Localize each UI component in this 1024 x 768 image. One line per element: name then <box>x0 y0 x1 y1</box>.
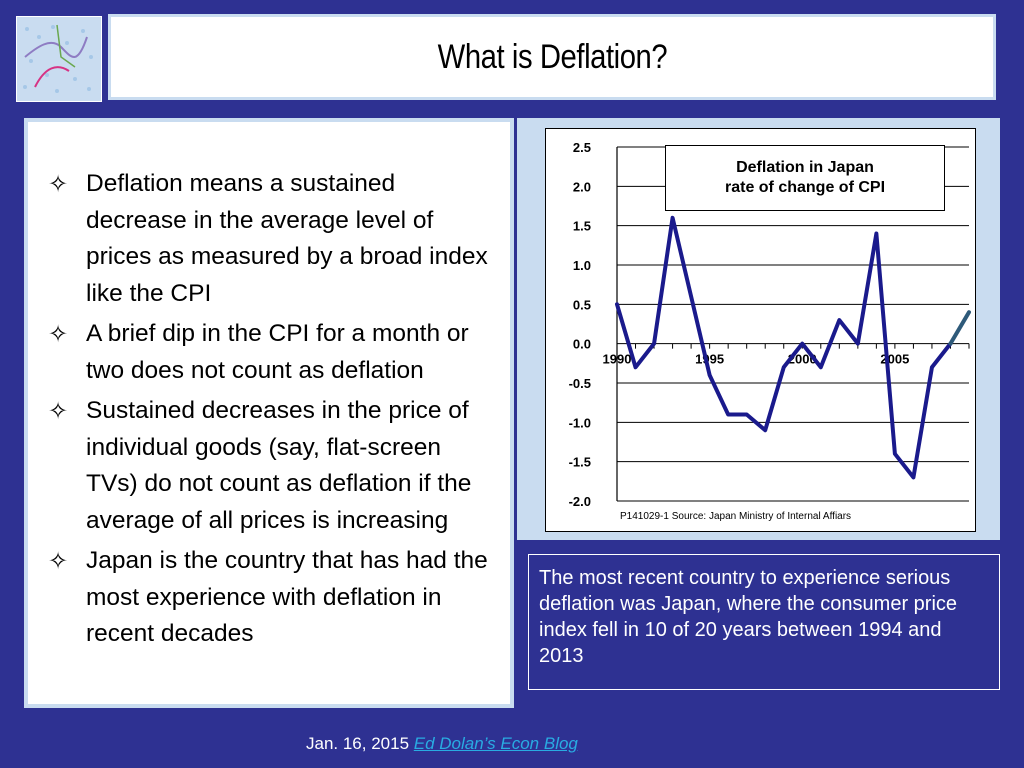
title-box: What is Deflation? <box>108 14 996 100</box>
chart-title-line2: rate of change of CPI <box>724 179 886 196</box>
bullet-star-icon: ✧ <box>48 397 69 425</box>
y-tick-label: 2.5 <box>573 140 591 155</box>
slide-title: What is Deflation? <box>437 37 667 76</box>
blog-link[interactable]: Ed Dolan’s Econ Blog <box>413 734 578 753</box>
x-tick-label: 1995 <box>695 352 724 367</box>
chart-panel: 2.5 2.0 1.5 1.0 0.5 0.0 -0.5 -1.0 -1.5 -2.0 1990 19… <box>517 118 1000 540</box>
chart-source: P141029-1 Source: Japan Ministry of Inte… <box>620 511 852 522</box>
y-tick-label: 0.0 <box>573 337 591 352</box>
bullet-text: A brief dip in the CPI for a month or tw… <box>86 320 469 384</box>
bullet-star-icon: ✧ <box>48 170 69 198</box>
footer: Jan. 16, 2015 Ed Dolan’s Econ Blog <box>306 734 578 754</box>
y-tick-label: -1.5 <box>569 455 591 470</box>
bullet-text: Japan is the country that has had the mo… <box>86 547 488 647</box>
caption-box: The most recent country to experience se… <box>528 554 1000 690</box>
bullet-panel: ✧ Deflation means a sustained decrease i… <box>24 118 514 708</box>
bullet-item: ✧ Sustained decreases in the price of in… <box>48 393 498 539</box>
y-tick-label: 0.5 <box>573 297 591 312</box>
x-tick-label: 1990 <box>603 352 632 367</box>
chart-title-box: Deflation in Japan rate of change of CPI <box>665 145 945 211</box>
bullet-item: ✧ Japan is the country that has had the … <box>48 543 498 653</box>
y-tick-label: 1.5 <box>573 219 591 234</box>
bullet-list: ✧ Deflation means a sustained decrease i… <box>28 122 510 653</box>
bullet-item: ✧ A brief dip in the CPI for a month or … <box>48 316 498 389</box>
chart-title-line1: Deflation in Japan <box>736 159 874 176</box>
y-tick-label: 1.0 <box>573 258 591 273</box>
caption-text: The most recent country to experience se… <box>539 567 958 667</box>
footer-date: Jan. 16, 2015 <box>306 734 410 753</box>
y-tick-label: -0.5 <box>569 376 591 391</box>
y-tick-label: -1.0 <box>569 415 591 430</box>
chart-area: 2.5 2.0 1.5 1.0 0.5 0.0 -0.5 -1.0 -1.5 -2.0 1990 19… <box>545 128 976 532</box>
bullet-text: Deflation means a sustained decrease in … <box>86 170 488 307</box>
y-tick-label: -2.0 <box>569 494 591 509</box>
cpi-line-chart: 2.5 2.0 1.5 1.0 0.5 0.0 -0.5 -1.0 -1.5 -2.0 1990 19… <box>569 140 971 509</box>
y-tick-label: 2.0 <box>573 179 591 194</box>
bullet-star-icon: ✧ <box>48 320 69 348</box>
blog-logo-image <box>16 16 102 102</box>
cpi-series-line <box>615 215 953 480</box>
cpi-series-recent-line <box>948 310 971 346</box>
bullet-star-icon: ✧ <box>48 547 69 575</box>
bullet-text: Sustained decreases in the price of indi… <box>86 397 472 534</box>
bullet-item: ✧ Deflation means a sustained decrease i… <box>48 166 498 312</box>
